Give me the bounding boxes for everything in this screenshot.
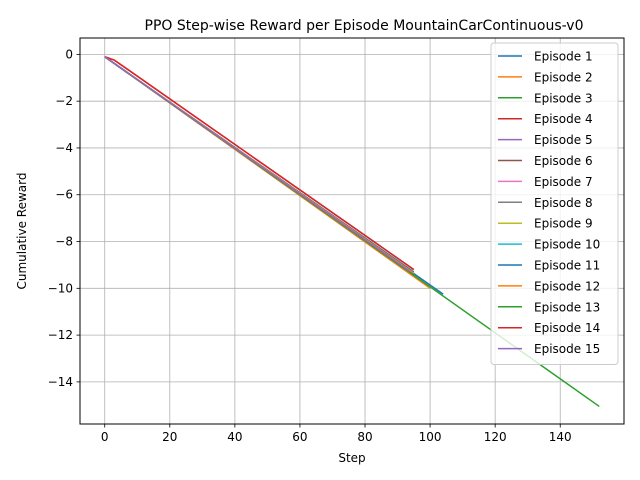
x-tick-label: 120 — [484, 430, 507, 444]
legend-box — [490, 42, 619, 365]
chart-title: PPO Step-wise Reward per Episode Mountai… — [145, 18, 584, 34]
legend-label: Episode 3 — [534, 91, 593, 105]
legend-label: Episode 5 — [534, 133, 593, 147]
y-tick-label: −4 — [55, 141, 73, 155]
legend-label: Episode 13 — [534, 300, 600, 314]
x-tick-label: 60 — [292, 430, 307, 444]
x-tick-label: 0 — [101, 430, 109, 444]
legend-label: Episode 12 — [534, 279, 600, 293]
y-tick-label: −10 — [48, 281, 73, 295]
legend: Episode 1 Episode 2 Episode 3 Episode 4 Epis… — [490, 42, 619, 365]
legend-label: Episode 15 — [534, 342, 600, 356]
y-tick-label: 0 — [65, 47, 73, 61]
legend-label: Episode 11 — [534, 259, 600, 273]
y-tick-label: −12 — [48, 328, 73, 342]
y-tick-label: −2 — [55, 94, 73, 108]
x-tick-label: 40 — [227, 430, 242, 444]
x-axis-label: Step — [338, 451, 365, 465]
series-line-episode-14 — [104, 56, 415, 271]
y-tick-label: −14 — [48, 375, 73, 389]
legend-label: Episode 7 — [534, 175, 593, 189]
legend-label: Episode 9 — [534, 217, 593, 231]
x-tick-label: 80 — [357, 430, 372, 444]
y-axis-label: Cumulative Reward — [15, 173, 29, 290]
axis-ticks: 0 20 40 60 80 100 120 140 0 −2 −4 −6 −8 −10 −12 −14 — [48, 47, 572, 444]
plot-frame — [79, 37, 625, 425]
x-tick-label: 140 — [549, 430, 572, 444]
y-tick-label: −6 — [55, 188, 73, 202]
legend-label: Episode 1 — [534, 50, 593, 64]
legend-label: Episode 6 — [534, 154, 593, 168]
legend-label: Episode 2 — [534, 70, 593, 84]
legend-label: Episode 14 — [534, 321, 600, 335]
legend-label: Episode 8 — [534, 196, 593, 210]
x-tick-label: 20 — [162, 430, 177, 444]
y-tick-label: −8 — [55, 235, 73, 249]
series-line-episode-15 — [104, 56, 411, 273]
x-tick-label: 100 — [419, 430, 442, 444]
legend-label: Episode 4 — [534, 112, 593, 126]
legend-label: Episode 10 — [534, 238, 600, 252]
